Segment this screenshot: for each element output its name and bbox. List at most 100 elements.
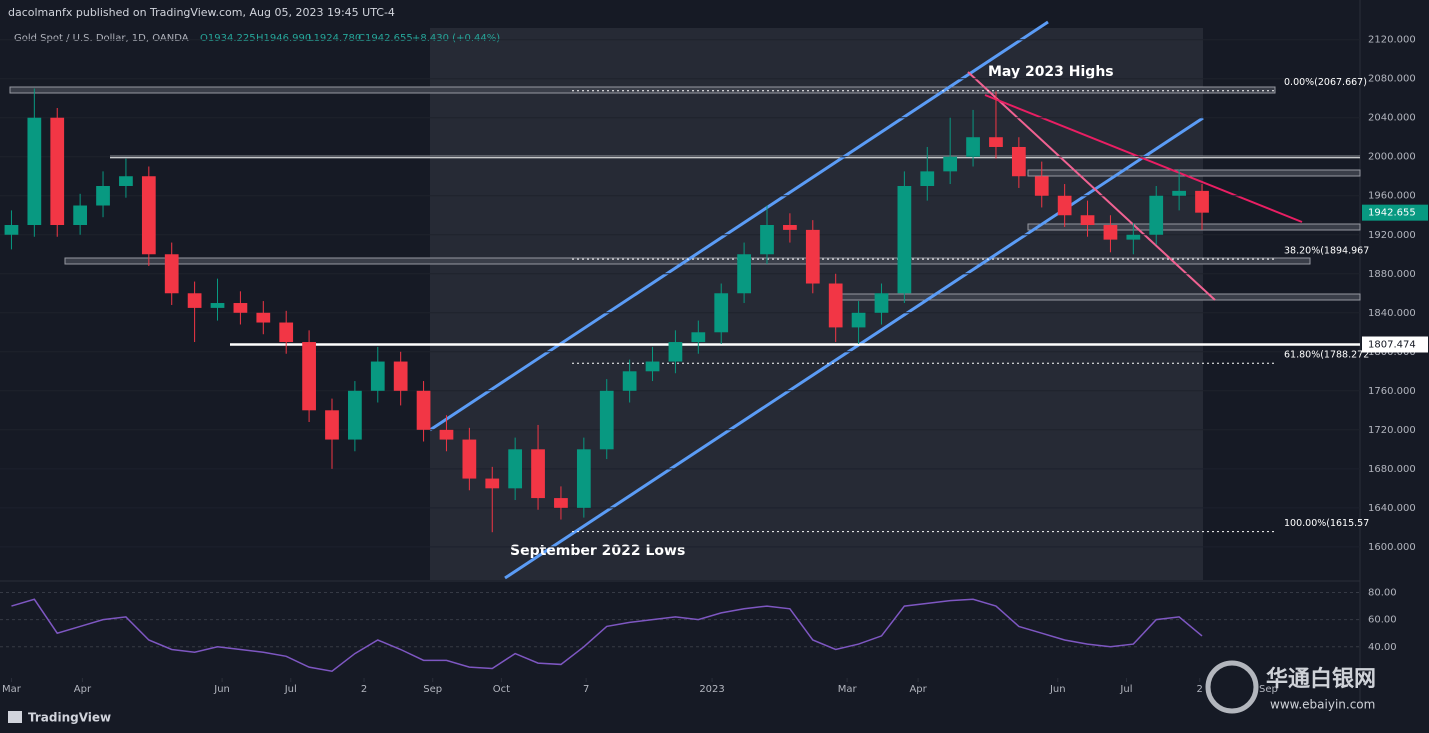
last-price-label: 1942.655 bbox=[1368, 208, 1416, 219]
candle-body bbox=[691, 332, 706, 343]
zone bbox=[9, 86, 1276, 94]
candle-body bbox=[1011, 146, 1026, 177]
candle-body bbox=[27, 117, 42, 226]
y-tick-label: 1760.000 bbox=[1368, 386, 1416, 397]
candle-body bbox=[531, 449, 545, 499]
y-tick-label: 1720.000 bbox=[1368, 425, 1416, 436]
candle-body bbox=[668, 342, 683, 362]
x-tick-label: Apr bbox=[909, 684, 927, 695]
y-tick-label: 1600.000 bbox=[1368, 542, 1416, 553]
publisher: dacolmanfx published on TradingView.com,… bbox=[8, 6, 395, 19]
annotation: May 2023 Highs bbox=[988, 64, 1114, 80]
candle-body bbox=[897, 185, 912, 294]
x-tick-label: 7 bbox=[583, 684, 589, 695]
y-tick-label: 2080.000 bbox=[1368, 74, 1416, 85]
candle-body bbox=[1126, 234, 1141, 240]
candle-body bbox=[645, 361, 660, 372]
ohlc-open: O1934.225 bbox=[200, 33, 256, 44]
last-price-box bbox=[1362, 204, 1428, 221]
candle-body bbox=[187, 293, 202, 308]
x-tick-label: Sep bbox=[1259, 684, 1278, 695]
y-tick-label: 1920.000 bbox=[1368, 230, 1416, 241]
rsi-tick-label: 80.00 bbox=[1368, 588, 1397, 599]
rsi-tick-label: 40.00 bbox=[1368, 642, 1397, 653]
candle-body bbox=[439, 429, 454, 440]
candle-body bbox=[576, 449, 591, 508]
candle-body bbox=[4, 225, 19, 235]
y-tick-label: 1880.000 bbox=[1368, 269, 1416, 280]
candle-body bbox=[1103, 225, 1118, 240]
candle-body bbox=[1057, 195, 1072, 216]
candle-body bbox=[851, 312, 866, 328]
candle-body bbox=[485, 478, 500, 489]
candle-body bbox=[783, 225, 797, 230]
y-tick-label: 1680.000 bbox=[1368, 464, 1416, 475]
y-tick-label: 1840.000 bbox=[1368, 308, 1416, 319]
candle-body bbox=[805, 229, 820, 284]
rsi-tick-label: 60.00 bbox=[1368, 615, 1397, 626]
channel-lower bbox=[504, 116, 1204, 580]
candle-body bbox=[943, 156, 958, 172]
candle-body bbox=[302, 342, 316, 411]
fib-label: 0.00%(2067.667) bbox=[1284, 77, 1367, 88]
ohlc-change: +8.430 (+0.44%) bbox=[412, 33, 500, 44]
y-tick-label: 1960.000 bbox=[1368, 191, 1416, 202]
zone bbox=[1027, 169, 1361, 177]
candle-body bbox=[508, 449, 523, 489]
x-tick-label: Apr bbox=[74, 684, 92, 695]
x-tick-label: 2023 bbox=[699, 684, 724, 695]
candle-body bbox=[760, 225, 774, 255]
watermark-url: www.ebaiyin.com bbox=[1270, 698, 1375, 712]
watermark-logo bbox=[1205, 660, 1259, 714]
candle-body bbox=[920, 171, 935, 186]
candle-body bbox=[119, 176, 133, 186]
logo: TradingView bbox=[8, 711, 111, 725]
x-tick-label: Oct bbox=[493, 684, 510, 695]
candle-body bbox=[256, 312, 271, 323]
fib-label: 100.00%(1615.57 bbox=[1284, 518, 1369, 529]
price-line-label: 1807.474 bbox=[1368, 339, 1416, 350]
candle-body bbox=[233, 303, 248, 313]
candle-body bbox=[279, 322, 294, 343]
candle-body bbox=[96, 185, 110, 206]
annotation: September 2022 Lows bbox=[510, 543, 685, 559]
fib-label: 61.80%(1788.272 bbox=[1284, 350, 1369, 361]
x-tick-label: Mar bbox=[838, 684, 858, 695]
highlight-zone bbox=[430, 28, 1203, 580]
logo-mark bbox=[8, 711, 22, 723]
y-tick-label: 2120.000 bbox=[1368, 35, 1416, 46]
candle-body bbox=[989, 137, 1003, 147]
x-tick-label: Jun bbox=[1049, 684, 1066, 695]
candle-body bbox=[622, 371, 637, 391]
candle-body bbox=[1080, 215, 1095, 226]
y-tick-label: 2040.000 bbox=[1368, 113, 1416, 124]
candle-body bbox=[416, 390, 431, 430]
x-tick-label: 2 bbox=[1197, 684, 1203, 695]
candle-body bbox=[73, 205, 88, 226]
candle-body bbox=[393, 361, 408, 391]
candle-body bbox=[554, 498, 568, 508]
candle-body bbox=[599, 390, 614, 450]
watermark-name: 华通白银网 bbox=[1266, 666, 1376, 692]
candle-body bbox=[1172, 190, 1186, 196]
trendline bbox=[967, 71, 1216, 301]
x-tick-label: Jul bbox=[284, 684, 297, 695]
candle-body bbox=[1195, 190, 1209, 213]
candle-body bbox=[370, 361, 385, 391]
candle-body bbox=[737, 254, 751, 294]
candle-body bbox=[828, 283, 843, 328]
candle-body bbox=[325, 410, 339, 440]
price-line-label-box bbox=[1362, 336, 1428, 353]
candle-body bbox=[966, 137, 980, 157]
rsi-line bbox=[11, 598, 1203, 673]
zone bbox=[834, 293, 1361, 301]
candle-body bbox=[1034, 176, 1049, 196]
x-tick-label: Sep bbox=[423, 684, 442, 695]
fib-label: 38.20%(1894.967 bbox=[1284, 246, 1369, 257]
candle-body bbox=[141, 176, 156, 255]
candle-body bbox=[164, 254, 179, 294]
y-tick-label: 1640.000 bbox=[1368, 503, 1416, 514]
candle-body bbox=[348, 390, 362, 440]
ohlc-close: C1942.655 bbox=[358, 33, 413, 44]
